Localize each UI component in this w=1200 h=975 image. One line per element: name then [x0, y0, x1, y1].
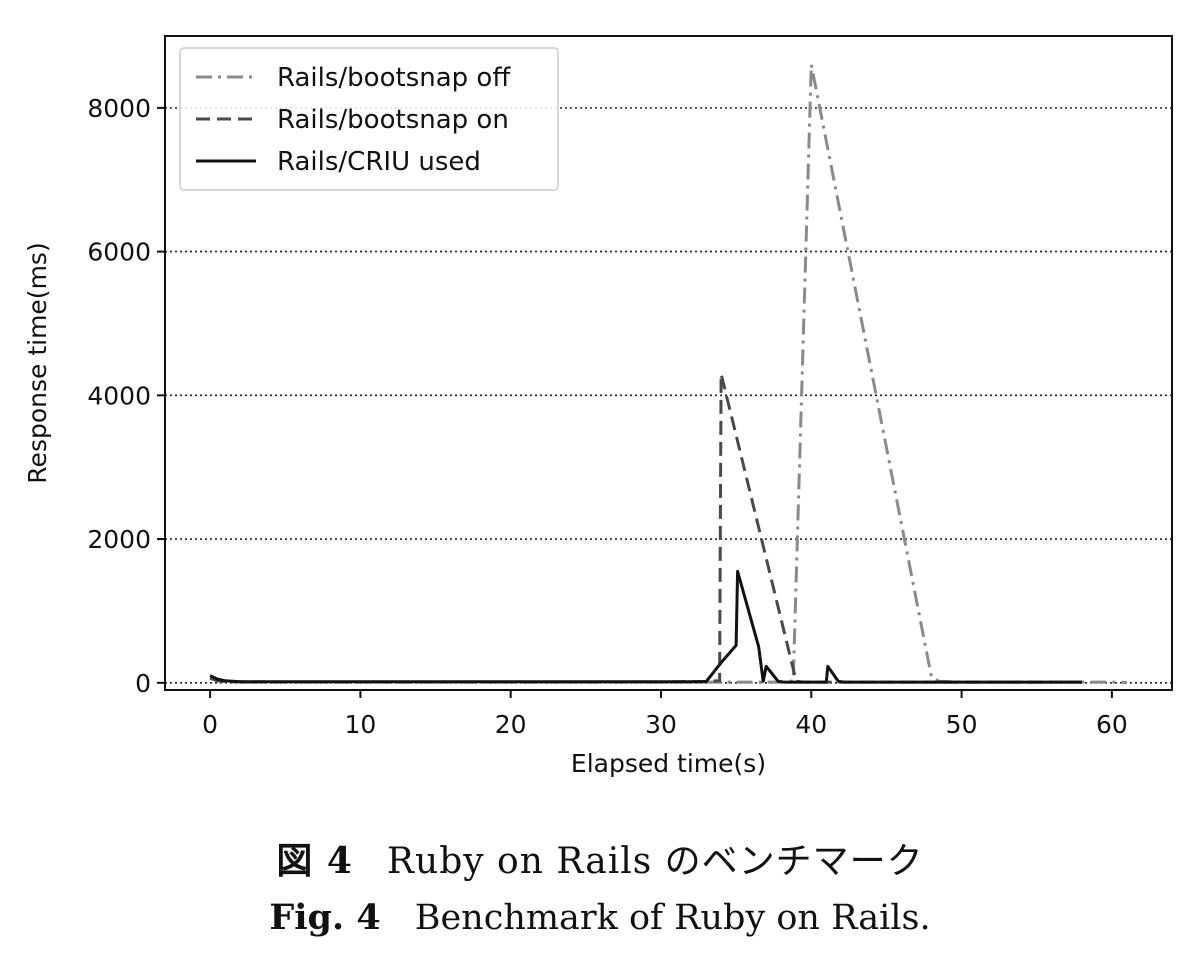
caption-en-label: Fig. 4: [269, 897, 381, 938]
legend-box: [179, 47, 559, 191]
y-tick-label: 4000: [87, 381, 151, 410]
legend-label-rails-bootsnap-on: Rails/bootsnap on: [277, 105, 509, 135]
legend: Rails/bootsnap off Rails/bootsnap on Rai…: [179, 47, 559, 191]
x-tick-label: 40: [795, 710, 827, 739]
x-tick-label: 10: [344, 710, 376, 739]
y-tick-label: 0: [135, 669, 151, 698]
x-axis-label: Elapsed time(s): [571, 749, 766, 778]
gridlines: [165, 107, 1172, 684]
x-tick-label: 20: [495, 710, 527, 739]
caption-english: Fig. 4 Benchmark of Ruby on Rails.: [0, 897, 1200, 938]
y-axis-label: Response time(ms): [23, 242, 52, 483]
caption-en-text: Benchmark of Ruby on Rails.: [414, 898, 931, 938]
y-tick-label: 8000: [87, 94, 151, 123]
y-tick-label: 6000: [87, 238, 151, 267]
caption-jp-label: 図 4: [276, 840, 353, 882]
x-tick-label: 30: [645, 710, 677, 739]
x-tick-label: 50: [946, 710, 978, 739]
y-tick-label: 2000: [87, 525, 151, 554]
legend-label-rails-bootsnap-off: Rails/bootsnap off: [277, 63, 511, 93]
caption-jp-text: Ruby on Rails のベンチマーク: [386, 841, 924, 882]
ticks: 0 10 20 30 40 50 60 0 2000 4000 6000 8000: [87, 94, 1127, 739]
caption-japanese: 図 4 Ruby on Rails のベンチマーク: [0, 832, 1200, 884]
series-layer: [209, 63, 1127, 684]
x-tick-label: 60: [1096, 710, 1128, 739]
plot-frame: [164, 35, 1173, 691]
x-tick-label: 0: [202, 710, 218, 739]
series-line-1: [209, 372, 1082, 684]
series-line-2: [209, 569, 1082, 684]
legend-label-rails-criu-used: Rails/CRIU used: [277, 147, 481, 177]
line-chart: 0 10 20 30 40 50 60 0 2000 4000 6000 8000 Elapsed t…: [23, 35, 1173, 778]
